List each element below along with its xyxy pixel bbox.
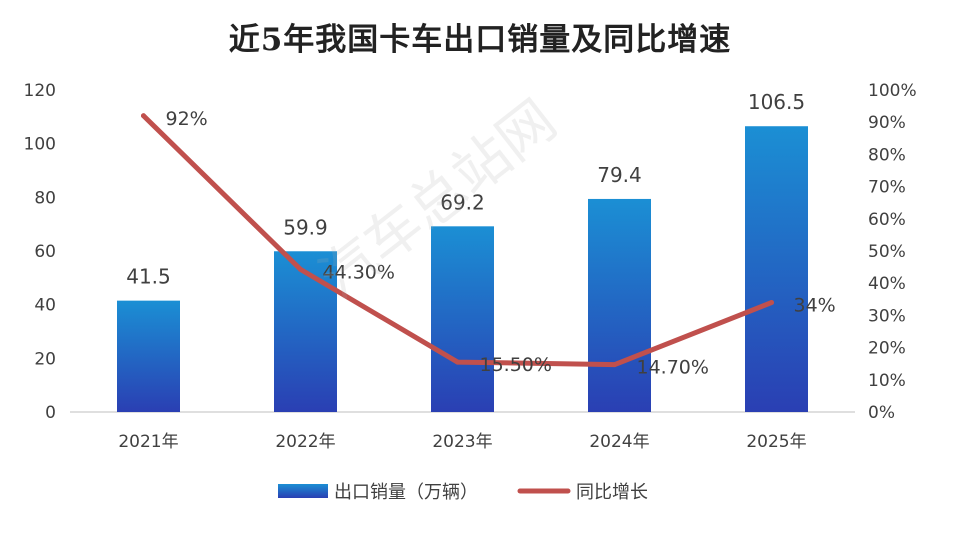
y-left-tick-label: 0 [45,403,56,423]
line-data-label: 15.50% [480,354,552,376]
y-right-tick-label: 60% [868,210,906,230]
bar [588,198,651,412]
bar [274,251,337,412]
line-point [455,359,460,365]
y-right-tick-label: 10% [868,371,906,391]
bar-data-label: 41.5 [126,265,171,289]
chart-title: 近5年我国卡车出口销量及同比增速 [228,22,732,58]
y-left-tick-label: 80 [34,188,56,208]
y-left-tick-label: 120 [24,81,56,101]
line-point [298,266,303,272]
y-right-tick-label: 20% [868,339,906,359]
y-left-tick-label: 40 [34,296,56,316]
bar-data-label: 69.2 [440,190,485,214]
y-right-tick-label: 40% [868,274,906,294]
line-data-label: 44.30% [323,261,395,283]
y-left-tick-label: 60 [34,242,56,262]
bar [745,126,808,412]
x-tick-label: 2025年 [746,432,806,452]
y-right-tick-label: 100% [868,81,917,101]
x-tick-label: 2024年 [589,432,649,452]
bar-data-label: 106.5 [748,90,805,114]
y-left-tick-label: 100 [24,135,56,155]
line-data-label: 14.70% [637,357,709,379]
y-left-tick-label: 20 [34,349,56,369]
y-right-tick-label: 80% [868,145,906,165]
line-data-label: 92% [166,108,208,130]
y-right-tick-label: 70% [868,178,906,198]
line-point [612,362,617,368]
x-tick-label: 2022年 [275,432,335,452]
line-point [769,300,774,306]
legend-label-bars: 出口销量（万辆） [334,482,478,503]
bar [117,300,180,412]
legend-label-line: 同比增长 [576,482,648,503]
x-tick-label: 2023年 [432,432,492,452]
bar-data-label: 79.4 [597,163,642,187]
legend-swatch-bars [278,484,328,498]
line-point [141,113,146,119]
bar [431,226,494,412]
y-right-tick-label: 30% [868,306,906,326]
bar-data-label: 59.9 [283,215,328,239]
y-right-tick-label: 90% [868,113,906,133]
line-data-label: 34% [794,295,836,317]
x-tick-label: 2021年 [118,432,178,452]
y-right-tick-label: 50% [868,242,906,262]
y-right-tick-label: 0% [868,403,895,423]
